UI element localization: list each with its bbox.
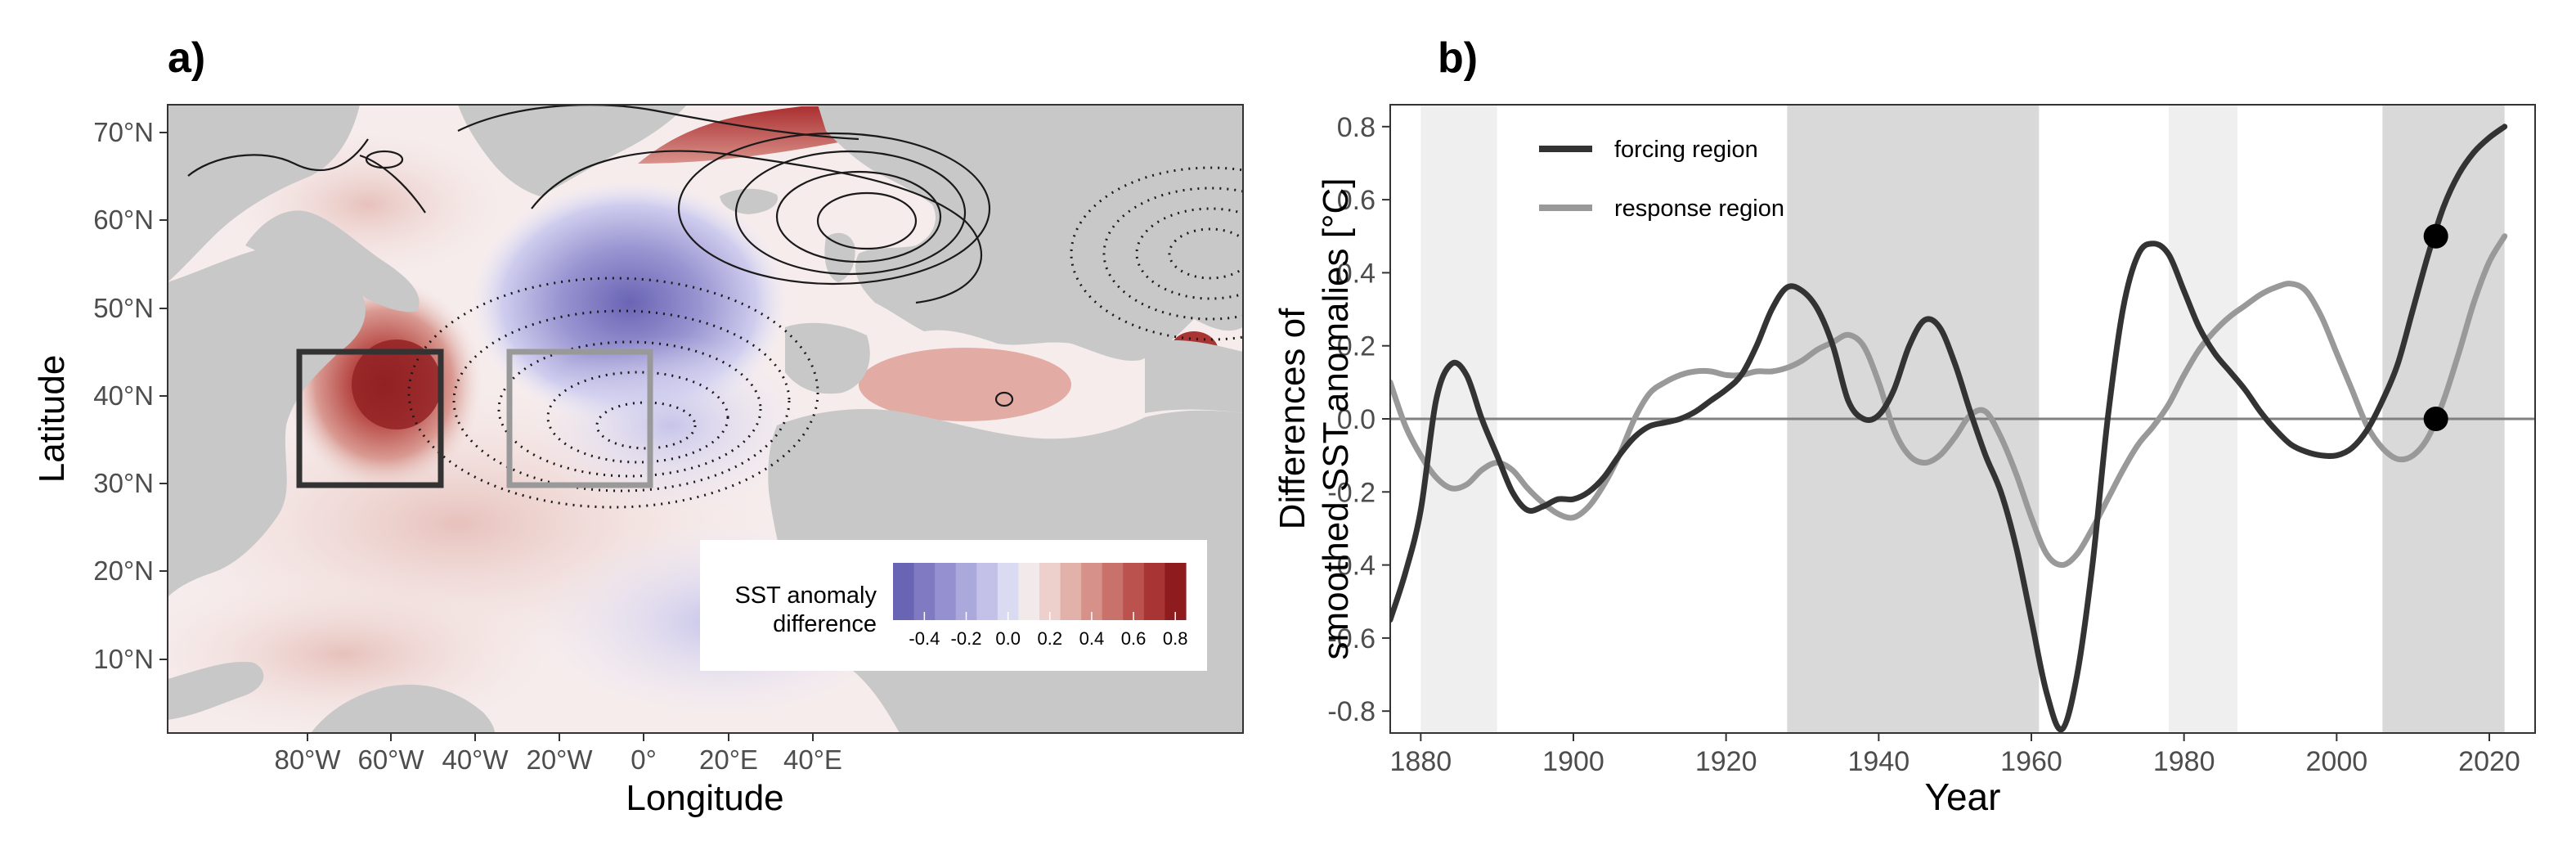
plot-area xyxy=(1390,105,2535,733)
colorbar-tick-label: 0.6 xyxy=(1121,628,1147,649)
plot-y-tick-label: 0.8 xyxy=(1337,112,1376,143)
map-y-tick-label: 20°N xyxy=(93,555,154,586)
colorbar-swatch xyxy=(1144,563,1165,620)
plot-y-tick-label: -0.8 xyxy=(1327,696,1376,727)
colorbar-tick-label: 0.8 xyxy=(1163,628,1188,649)
colorbar-title-line2: difference xyxy=(773,611,877,637)
colorbar-swatch xyxy=(1039,563,1061,620)
plot-x-tick-label: 1980 xyxy=(2153,746,2215,777)
colorbar-tick-label: -0.2 xyxy=(951,628,982,649)
plot-x-tick-label: 1920 xyxy=(1695,746,1757,777)
colorbar-swatch xyxy=(1018,563,1039,620)
map-y-tick-label: 40°N xyxy=(93,380,154,411)
colorbar-tick-label: 0.0 xyxy=(995,628,1021,649)
panel-b-label: b) xyxy=(1438,34,1478,82)
map-y-tick-label: 60°N xyxy=(93,205,154,235)
highlight-point xyxy=(2424,407,2448,431)
land-iberia xyxy=(785,323,870,394)
colorbar-legend: SST anomaly difference -0.4 -0.2 0.0 0.2 0.4… xyxy=(700,540,1207,671)
map-x-tick-label: 20°E xyxy=(699,744,758,775)
colorbar-swatches xyxy=(893,563,1187,620)
colorbar-tick-label: 0.2 xyxy=(1037,628,1062,649)
legend-label: response region xyxy=(1614,196,1784,222)
legend-label: forcing region xyxy=(1614,137,1758,163)
plot-x-tick-label: 1900 xyxy=(1542,746,1604,777)
plot-x-tick-label: 2000 xyxy=(2306,746,2368,777)
map-x-axis-title: Longitude xyxy=(626,778,783,818)
map-x-tick-label: 40°E xyxy=(783,744,842,775)
plot-x-tick-label: 1880 xyxy=(1390,746,1452,777)
map-x-tick-label: 0° xyxy=(631,744,657,775)
map-x-ticks: 80°W 60°W 40°W 20°W 0° 20°E 40°E xyxy=(274,733,841,775)
colorbar-swatch xyxy=(956,563,977,620)
colorbar-swatch xyxy=(914,563,936,620)
map-x-tick-label: 60°W xyxy=(357,744,424,775)
colorbar-swatch xyxy=(893,563,914,620)
blue-anomaly-south xyxy=(532,335,810,515)
colorbar-swatch xyxy=(976,563,998,620)
colorbar-swatch xyxy=(1081,563,1102,620)
plot-x-tick-label: 1940 xyxy=(1848,746,1910,777)
map-y-tick-label: 10°N xyxy=(93,644,154,674)
colorbar-tick-label: 0.4 xyxy=(1079,628,1105,649)
land-middle-east xyxy=(1145,340,1243,413)
map-y-tick-label: 50°N xyxy=(93,293,154,323)
highlight-point xyxy=(2424,224,2448,249)
panel-a: a) xyxy=(32,34,1349,818)
plot-x-tick-label: 1960 xyxy=(2000,746,2062,777)
map-y-ticks: 10°N 20°N 30°N 40°N 50°N 60°N 70°N xyxy=(93,117,168,674)
map-y-tick-label: 70°N xyxy=(93,117,154,147)
plot-x-ticks: 1880 1900 1920 1940 1960 1980 2000 2020 xyxy=(1390,733,2520,777)
colorbar-swatch xyxy=(1102,563,1124,620)
panel-a-label: a) xyxy=(168,34,205,82)
panel-b: b) 1880 1900 1920 1940 1960 1980 2000 2020 -0.8… xyxy=(1272,34,2535,818)
map-x-tick-label: 20°W xyxy=(526,744,593,775)
pink-anomaly-med xyxy=(859,348,1071,421)
map-y-tick-label: 30°N xyxy=(93,468,154,498)
colorbar-swatch xyxy=(998,563,1019,620)
plot-y-axis-title-line1: Differences of xyxy=(1272,308,1313,529)
plot-legend: forcing region response region xyxy=(1539,137,1784,222)
colorbar-swatch xyxy=(1123,563,1144,620)
plot-clip-group xyxy=(1390,105,2535,733)
plot-y-axis-title-line2: smoothed SST anomalies [°C] xyxy=(1316,178,1356,659)
colorbar-swatch xyxy=(935,563,956,620)
map-y-axis-title: Latitude xyxy=(32,355,72,483)
colorbar-swatch xyxy=(1165,563,1186,620)
colorbar-swatch xyxy=(1061,563,1082,620)
map-x-tick-label: 40°W xyxy=(442,744,509,775)
colorbar-title-line1: SST anomaly xyxy=(734,582,877,609)
plot-x-tick-label: 2020 xyxy=(2458,746,2520,777)
plot-x-axis-title: Year xyxy=(1925,776,2001,818)
map-x-tick-label: 80°W xyxy=(274,744,341,775)
colorbar-tick-label: -0.4 xyxy=(909,628,940,649)
